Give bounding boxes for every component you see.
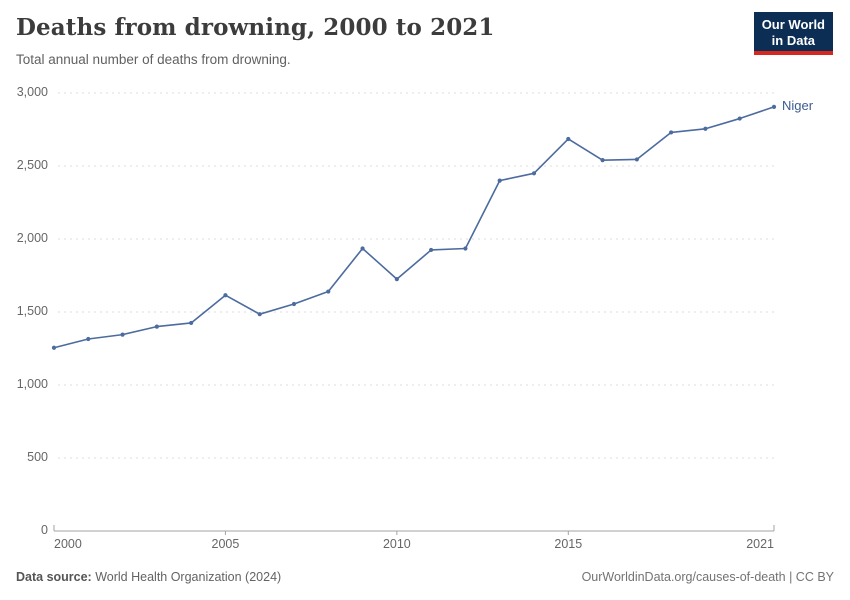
data-point-marker [154,324,159,329]
y-axis-tick-label: 2,500 [16,158,48,172]
y-axis-tick-label: 3,000 [16,85,48,99]
series-label-niger: Niger [782,97,814,113]
x-axis-tick-label: 2000 [54,537,82,551]
data-point-marker [360,246,365,251]
page-title: Deaths from drowning, 2000 to 2021 [16,14,495,41]
y-axis-tick-label: 1,000 [16,377,48,391]
data-source-label: Data source: [16,570,92,584]
data-point-marker [86,336,91,342]
data-source-value: World Health Organization (2024) [95,570,282,584]
data-source-note: Data source: World Health Organization (… [16,570,281,584]
data-point-marker [51,345,57,350]
x-axis-tick-label: 2015 [554,537,583,551]
x-axis-tick-label: 2021 [746,537,774,551]
data-point-marker [291,301,297,307]
data-point-marker [703,126,708,131]
y-axis-tick-label: 1,500 [16,304,48,318]
data-point-marker [223,293,228,298]
x-axis-tick-label: 2010 [382,537,411,551]
data-point-marker [634,157,639,162]
data-line-niger [53,106,775,349]
data-point-marker [497,178,502,183]
data-point-marker [771,104,777,109]
data-point-marker [189,320,194,326]
data-point-marker [669,130,674,135]
logo-line-2: in Data [771,32,816,48]
y-axis-tick-label: 0 [41,523,48,537]
credit-note: OurWorldinData.org/causes-of-death | CC … [581,570,834,584]
data-point-marker [463,246,468,251]
data-point-marker [257,312,262,317]
data-point-marker [326,289,331,294]
logo-line-1: Our World [761,17,825,32]
data-point-marker [531,171,537,176]
y-axis-tick-label: 500 [27,450,48,464]
data-point-marker [429,247,434,253]
data-point-marker [120,332,125,337]
data-point-marker [394,277,399,282]
data-point-marker [566,136,571,142]
owid-logo: Our World in Data [753,12,833,56]
data-point-marker [600,158,605,163]
x-axis-tick-label: 2005 [211,537,240,551]
chart-subtitle: Total annual number of deaths from drown… [16,52,291,67]
y-axis-tick-label: 2,000 [16,231,48,245]
data-point-marker [737,116,742,121]
